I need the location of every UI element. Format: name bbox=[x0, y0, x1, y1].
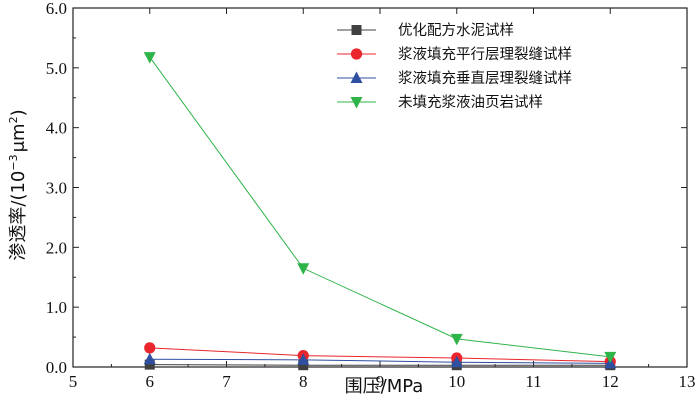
legend-item: 优化配方水泥试样 bbox=[337, 22, 514, 39]
y-axis-title-suffix: ) bbox=[8, 109, 29, 116]
legend-label: 未填充浆液油页岩试样 bbox=[398, 93, 543, 111]
legend-marker bbox=[350, 48, 363, 60]
data-point bbox=[297, 263, 310, 275]
x-tick-label: 12 bbox=[602, 372, 619, 391]
data-point bbox=[450, 355, 463, 368]
legend-label: 浆液填充平行层理裂缝试样 bbox=[398, 45, 572, 63]
series-line bbox=[149, 56, 611, 358]
x-tick-label: 9 bbox=[376, 372, 385, 391]
data-point bbox=[450, 333, 463, 346]
series-layer bbox=[143, 52, 617, 371]
y-axis-title-exponent: −3 bbox=[7, 154, 20, 170]
data-point bbox=[297, 353, 310, 365]
x-axis-title: 围压/MPa bbox=[345, 376, 424, 397]
series-line bbox=[149, 364, 611, 366]
y-tick-label: 4.0 bbox=[46, 119, 67, 138]
x-tick-label: 10 bbox=[448, 372, 465, 391]
data-point bbox=[143, 52, 156, 64]
x-tick-label: 11 bbox=[525, 372, 541, 391]
y-axis-title-prefix: 渗透率/(10 bbox=[8, 171, 29, 261]
x-axis-ticks: 5 6 7 8 9 10 11 12 13 bbox=[69, 8, 696, 391]
x-tick-label: 13 bbox=[679, 372, 696, 391]
data-point bbox=[604, 351, 617, 364]
legend-item: 浆液填充平行层理裂缝试样 bbox=[337, 45, 572, 63]
legend-marker bbox=[350, 71, 363, 83]
x-tick-label: 8 bbox=[299, 372, 308, 391]
y-tick-label: 5.0 bbox=[46, 59, 67, 78]
y-axis-title: 渗透率/(10−3 μm2) bbox=[7, 109, 29, 260]
plot-border bbox=[72, 7, 688, 368]
plot-frame bbox=[72, 7, 688, 368]
y-axis-ticks: 0.0 1.0 2.0 3.0 4.0 5.0 6.0 bbox=[46, 0, 687, 377]
data-point bbox=[298, 360, 309, 371]
y-axis-title-unit: μm bbox=[8, 123, 29, 152]
legend-label: 优化配方水泥试样 bbox=[398, 22, 514, 39]
y-tick-label: 3.0 bbox=[46, 179, 67, 198]
legend-marker bbox=[351, 25, 362, 35]
y-tick-label: 2.0 bbox=[46, 238, 67, 257]
x-tick-label: 6 bbox=[146, 372, 155, 391]
y-tick-label: 1.0 bbox=[46, 298, 67, 317]
y-tick-label: 0.0 bbox=[46, 358, 67, 377]
series-line bbox=[149, 347, 611, 363]
y-tick-label: 6.0 bbox=[46, 0, 67, 18]
legend: 优化配方水泥试样浆液填充平行层理裂缝试样浆液填充垂直层理裂缝试样未填充浆液油页岩… bbox=[337, 22, 572, 111]
x-tick-label: 7 bbox=[222, 372, 231, 391]
x-tick-label: 5 bbox=[69, 372, 78, 391]
legend-label: 浆液填充垂直层理裂缝试样 bbox=[398, 69, 572, 87]
legend-marker bbox=[350, 97, 363, 109]
y-axis-title-unit-exponent: 2 bbox=[7, 116, 20, 123]
legend-item: 未填充浆液油页岩试样 bbox=[337, 93, 543, 111]
data-point bbox=[143, 352, 156, 365]
series-line bbox=[149, 358, 611, 364]
series-4 bbox=[143, 52, 617, 364]
data-point bbox=[144, 342, 156, 354]
legend-item: 浆液填充垂直层理裂缝试样 bbox=[337, 69, 572, 87]
data-point bbox=[144, 359, 155, 370]
